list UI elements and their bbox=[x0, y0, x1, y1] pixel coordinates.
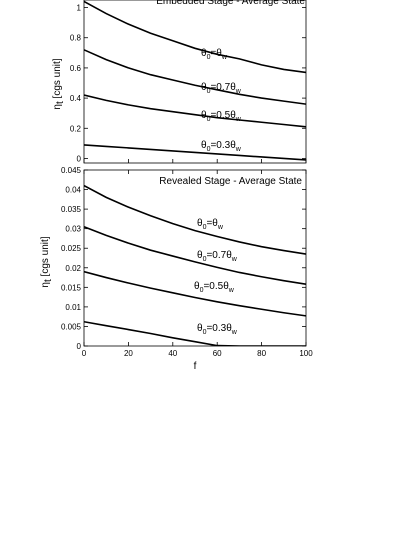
y-tick-label: 0.2 bbox=[70, 124, 82, 133]
series-label-part: θ bbox=[197, 218, 203, 229]
panel-title: Embedded Stage - Average State bbox=[156, 0, 305, 7]
series-label-part: θ bbox=[197, 323, 203, 334]
series-line bbox=[84, 94, 306, 128]
series-label-part: =0.5θ bbox=[203, 281, 229, 292]
series-label-part: =0.3θ bbox=[206, 323, 232, 334]
series-label-part: θ bbox=[201, 82, 207, 93]
x-axis-label: f bbox=[194, 361, 197, 372]
y-tick-label: 0.03 bbox=[65, 225, 81, 234]
y-axis-label: ηt [cgs unit] bbox=[40, 236, 54, 287]
y-axis-label-subscript: t bbox=[43, 279, 54, 282]
series-label-part: =θ bbox=[210, 48, 222, 59]
embedded-stage-panel: 0 0.2 0.4 0.6 0.8 1 Embedded Stage - Average S… bbox=[52, 0, 307, 164]
y-tick-label: 0.6 bbox=[70, 64, 82, 73]
y-tick-label: 0.025 bbox=[61, 244, 82, 253]
series-label-subscript: w bbox=[228, 287, 235, 294]
series-label-part: θ bbox=[197, 250, 203, 261]
series-label-part: =0.7θ bbox=[210, 82, 236, 93]
y-tick-label: 0.02 bbox=[65, 264, 81, 273]
series-label: θ0=θw bbox=[201, 48, 228, 61]
panel-title: Revealed Stage - Average State bbox=[159, 176, 302, 187]
plot-frame bbox=[83, 0, 307, 164]
series-line bbox=[84, 225, 306, 285]
series-label-part: =0.3θ bbox=[210, 140, 236, 151]
curves bbox=[84, 0, 306, 161]
series-label-subscript: w bbox=[231, 256, 238, 263]
y-tick-label: 0.8 bbox=[70, 34, 82, 43]
series-label-subscript: 0 bbox=[203, 224, 207, 231]
series-label: θ0=0.7θw bbox=[201, 82, 242, 95]
series-line bbox=[84, 320, 306, 346]
series-line bbox=[84, 270, 306, 317]
series-label-subscript: w bbox=[235, 146, 242, 153]
plot-frame bbox=[83, 169, 307, 347]
y-axis-label-symbol: η bbox=[40, 282, 51, 288]
series-label: θ0=0.3θw bbox=[201, 140, 242, 153]
y-tick-label: 1 bbox=[77, 4, 82, 13]
series-line bbox=[84, 49, 306, 105]
series-line bbox=[84, 144, 306, 161]
series-label: θ0=0.7θw bbox=[197, 250, 238, 263]
series-label-part: θ bbox=[201, 48, 207, 59]
series-label-part: =0.5θ bbox=[210, 110, 236, 121]
y-axis-label-unit: [cgs unit] bbox=[52, 58, 63, 101]
x-tick-label: 60 bbox=[213, 349, 222, 358]
series-label-part: θ bbox=[194, 281, 200, 292]
series-label-subscript: w bbox=[235, 88, 242, 95]
series-label-subscript: w bbox=[217, 224, 224, 231]
y-axis-label-symbol: η bbox=[52, 104, 63, 110]
y-tick-label: 0.005 bbox=[61, 322, 82, 331]
series-label-part: =θ bbox=[206, 218, 218, 229]
y-tick-label: 0 bbox=[77, 154, 82, 163]
y-tick-label: 0.015 bbox=[61, 283, 82, 292]
series-label-part: θ bbox=[201, 110, 207, 121]
series-label-subscript: 0 bbox=[203, 329, 207, 336]
y-tick-label: 0 bbox=[77, 342, 82, 351]
series-line bbox=[84, 0, 306, 74]
series-label-subscript: 0 bbox=[207, 116, 211, 123]
x-tick-label: 40 bbox=[168, 349, 177, 358]
series-label-subscript: 0 bbox=[207, 88, 211, 95]
series-label-subscript: w bbox=[235, 116, 242, 123]
series-label-subscript: 0 bbox=[207, 54, 211, 61]
series-label: θ0=0.5θw bbox=[194, 281, 235, 294]
series-label-subscript: 0 bbox=[207, 146, 211, 153]
series-line bbox=[84, 184, 306, 255]
series-label: θ0=0.5θw bbox=[201, 110, 242, 123]
y-tick-label: 0.4 bbox=[70, 94, 82, 103]
curves bbox=[84, 184, 306, 346]
series-label-subscript: w bbox=[231, 329, 238, 336]
series-label-part: θ bbox=[201, 140, 207, 151]
y-axis-label: ηt [cgs unit] bbox=[52, 58, 66, 109]
x-tick-label: 80 bbox=[257, 349, 266, 358]
series-label-subscript: w bbox=[221, 54, 228, 61]
y-tick-label: 0.035 bbox=[61, 205, 82, 214]
series-label: θ0=θw bbox=[197, 218, 224, 231]
y-tick-label: 0.01 bbox=[65, 303, 81, 312]
y-tick-label: 0.045 bbox=[61, 166, 82, 175]
y-axis-label-unit: [cgs unit] bbox=[40, 236, 51, 279]
y-axis-label-subscript: t bbox=[55, 101, 66, 104]
series-label-subscript: 0 bbox=[203, 256, 207, 263]
x-tick-label: 20 bbox=[124, 349, 133, 358]
y-tick-label: 0.04 bbox=[65, 186, 81, 195]
series-label: θ0=0.3θw bbox=[197, 323, 238, 336]
revealed-stage-panel: 0 0.005 0.01 0.015 0.02 0.025 0.03 0.035 0.04 0.0… bbox=[40, 166, 313, 372]
x-tick-label: 0 bbox=[82, 349, 87, 358]
series-label-subscript: 0 bbox=[200, 287, 204, 294]
x-tick-label: 100 bbox=[299, 349, 313, 358]
series-label-part: =0.7θ bbox=[206, 250, 232, 261]
